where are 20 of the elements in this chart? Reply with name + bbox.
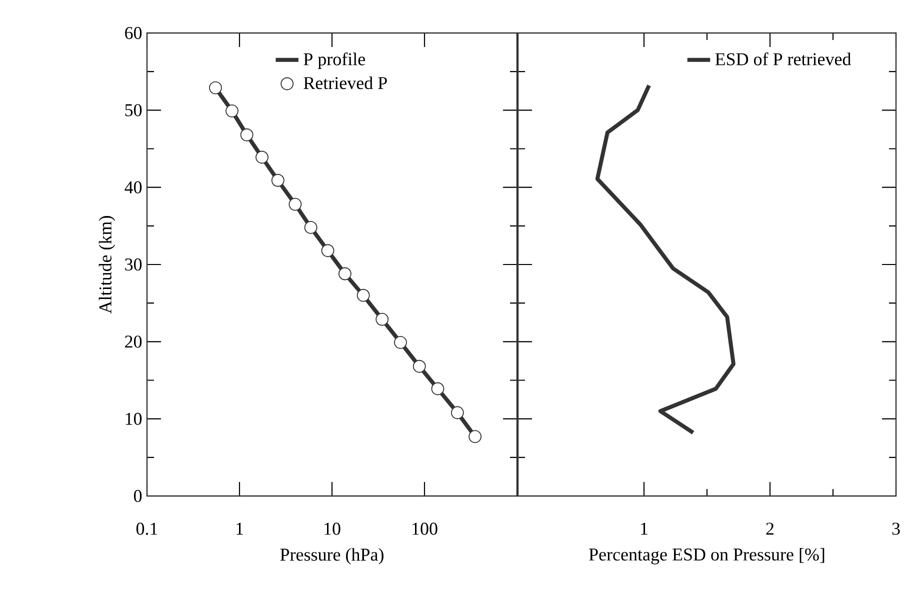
x-axis-title: Pressure (hPa) [280,548,384,564]
y-tick-label: 40 [124,181,142,194]
y-tick-label: 50 [125,104,142,116]
y-tick-label: 0 [134,490,142,502]
x-tick-label: 3 [892,522,900,535]
y-tick-label: 20 [125,336,142,348]
x-tick-label: 100 [412,522,438,535]
x-axis-title: Percentage ESD on Pressure [%] [589,548,824,564]
y-tick-label: 10 [126,412,142,425]
x-tick-label: 1 [236,522,243,535]
legend-label: ESD of P retrieved [715,52,852,66]
legend-label: Retrieved P [304,76,387,90]
y-axis-title: Altitude (km) [98,216,116,314]
x-tick-label: 2 [766,522,774,535]
y-tick-label: 60 [125,26,142,40]
y-tick-label: 30 [125,258,142,271]
x-tick-label: 1 [641,522,648,535]
x-tick-label: 0.1 [136,522,158,535]
x-tick-label: 10 [324,522,340,535]
legend-label: P profile [304,52,365,69]
